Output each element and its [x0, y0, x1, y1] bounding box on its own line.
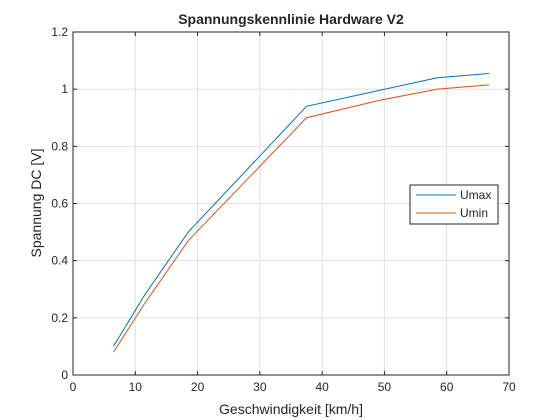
y-tick-label: 0.2 [51, 311, 68, 325]
x-tick-label: 30 [253, 380, 267, 394]
x-tick-label: 70 [502, 380, 516, 394]
x-tick-label: 10 [129, 380, 143, 394]
y-tick-label: 0.4 [51, 254, 68, 268]
y-tick-label: 0 [61, 368, 68, 382]
series-lines [113, 72, 490, 353]
x-tick-label: 20 [191, 380, 205, 394]
tick-labels: 0 10 20 30 40 50 60 70 0 0.2 0.4 0.6 0.8 1 1.2 [51, 25, 516, 394]
x-tick-label: 0 [70, 380, 77, 394]
series-line-umax [113, 72, 490, 347]
series-line-umin [113, 84, 490, 353]
x-tick-label: 50 [378, 380, 392, 394]
x-tick-label: 40 [315, 380, 329, 394]
x-axis-label: Geschwindigkeit [km/h] [219, 401, 363, 417]
chart-title: Spannungskennlinie Hardware V2 [178, 11, 404, 27]
y-tick-label: 1.2 [51, 25, 68, 39]
legend-label-umax: Umax [460, 188, 491, 202]
axis-ticks [72, 31, 510, 376]
legend-box [409, 184, 499, 225]
legend-label-umin: Umin [460, 206, 488, 220]
x-tick-label: 60 [440, 380, 454, 394]
y-tick-label: 0.6 [51, 197, 68, 211]
y-tick-label: 1 [61, 82, 68, 96]
legend: Umax Umin [409, 184, 499, 225]
y-axis-label: Spannung DC [V] [28, 149, 44, 258]
y-tick-label: 0.8 [51, 139, 68, 153]
